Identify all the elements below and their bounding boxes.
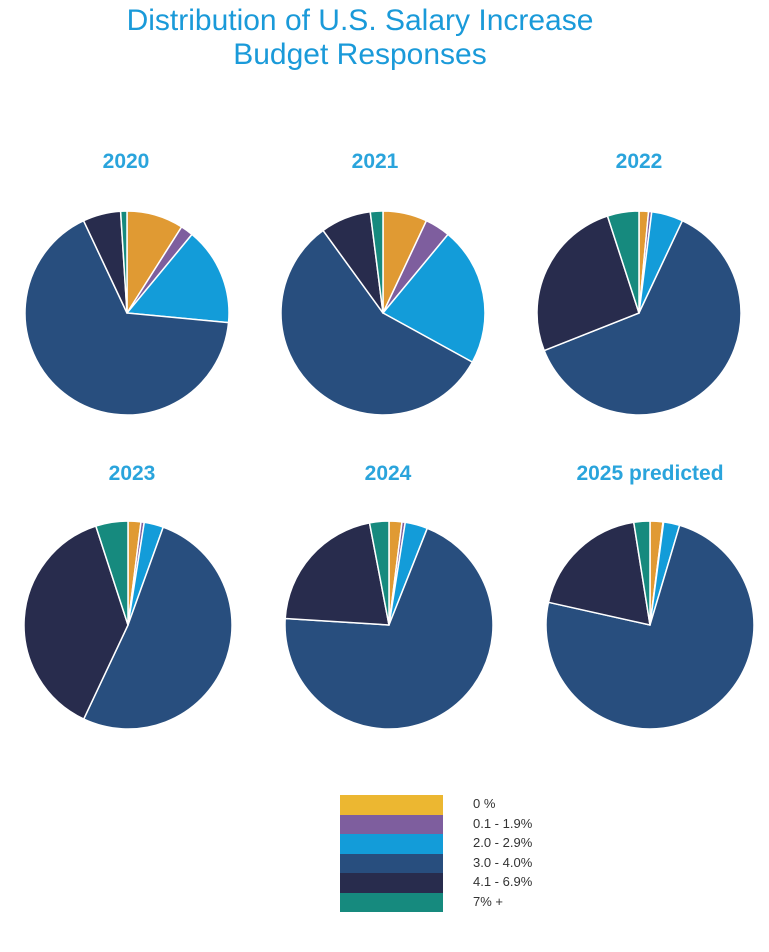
pie-slice-7 bbox=[632, 520, 651, 626]
legend-label: 0 % bbox=[473, 796, 496, 811]
pie-slice-2-0-2-9 bbox=[126, 233, 230, 324]
pie-slice-3-0-4-0 bbox=[545, 524, 755, 730]
pie-slice-4-1-6-9 bbox=[547, 521, 651, 626]
pie-slice-7 bbox=[606, 210, 640, 314]
pie-chart-2021 bbox=[280, 210, 486, 416]
pie-slice-2-0-2-9 bbox=[382, 233, 486, 363]
chart-title-line-1: Distribution of U.S. Salary Increase bbox=[126, 4, 594, 37]
legend-label: 3.0 - 4.0% bbox=[473, 854, 533, 870]
pie-slice-3-0-4-0 bbox=[24, 219, 230, 416]
legend-swatch bbox=[340, 853, 443, 873]
pie-slice-7 bbox=[95, 520, 129, 626]
pie-chart-2025-predicted bbox=[545, 520, 755, 730]
pie-chart-2020 bbox=[24, 210, 230, 416]
pie-title-2023: 2023 bbox=[108, 462, 156, 485]
pie-slice-3-0-4-0 bbox=[284, 527, 494, 730]
legend-swatch bbox=[340, 814, 443, 834]
pie-chart-2022 bbox=[536, 210, 742, 416]
pie-title-2025-predicted: 2025 predicted bbox=[576, 462, 724, 485]
chart-title: Distribution of U.S. Salary Increase Bud… bbox=[0, 4, 720, 72]
chart-title-line-2: Budget Responses bbox=[233, 38, 487, 71]
pie-chart-2024 bbox=[284, 520, 494, 730]
legend-label: 0.1 - 1.9% bbox=[473, 815, 533, 831]
pie-slice-7 bbox=[369, 210, 384, 314]
pie-title-2021: 2021 bbox=[351, 150, 399, 173]
legend-swatch bbox=[340, 834, 443, 854]
pie-chart-2023 bbox=[23, 520, 233, 730]
legend-label: 7% + bbox=[473, 893, 503, 909]
legend-swatch bbox=[340, 873, 443, 893]
pie-slice-7 bbox=[119, 210, 128, 314]
pie-title-2020: 2020 bbox=[102, 150, 150, 173]
legend-label: 2.0 - 2.9% bbox=[473, 835, 533, 850]
legend-label: 4.1 - 6.9% bbox=[473, 874, 533, 889]
legend-swatch bbox=[340, 795, 443, 815]
pie-title-2022: 2022 bbox=[615, 150, 663, 173]
pie-title-2024: 2024 bbox=[364, 462, 412, 485]
pie-slice-4-1-6-9 bbox=[536, 215, 640, 352]
pie-slice-4-1-6-9 bbox=[23, 525, 129, 720]
pie-slice-3-0-4-0 bbox=[280, 229, 474, 416]
pie-slice-3-0-4-0 bbox=[543, 219, 742, 416]
legend-swatch bbox=[340, 892, 443, 912]
pie-slice-3-0-4-0 bbox=[82, 526, 233, 730]
pie-slice-7 bbox=[368, 520, 390, 626]
pie-slice-4-1-6-9 bbox=[284, 522, 390, 626]
